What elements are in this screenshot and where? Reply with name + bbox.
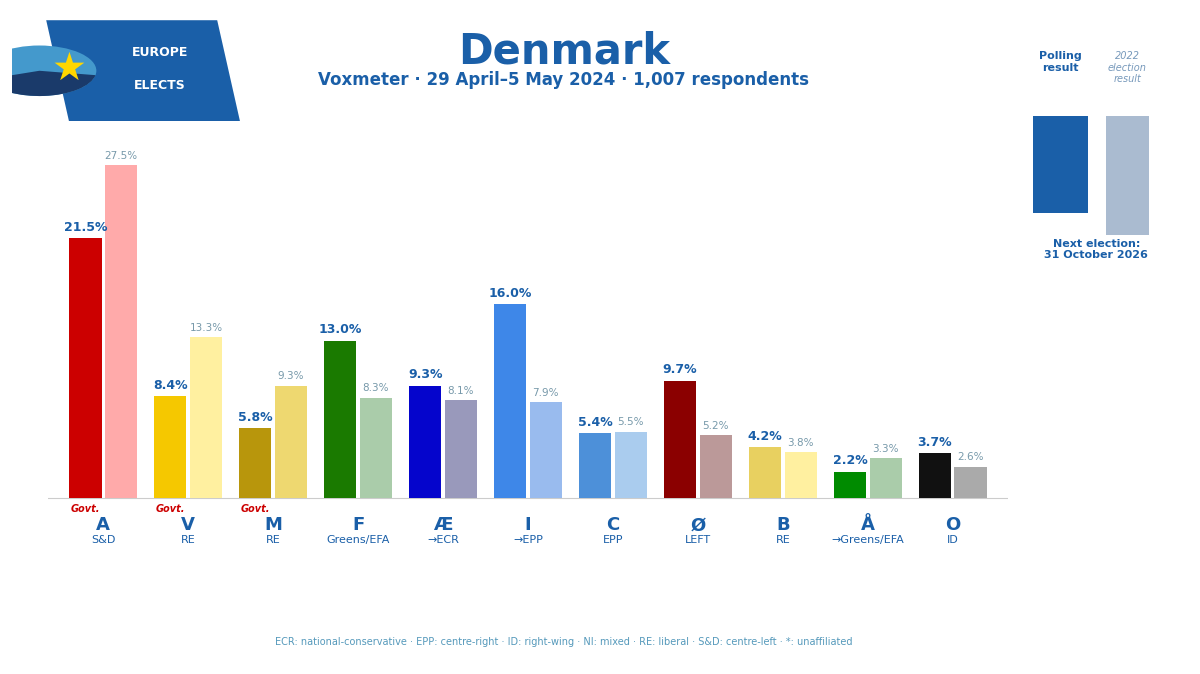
Text: Next election:
31 October 2026: Next election: 31 October 2026	[1044, 239, 1148, 260]
Text: ECR: national-conservative · EPP: centre-right · ID: right-wing · NI: mixed · RE: ECR: national-conservative · EPP: centre…	[275, 637, 853, 647]
Wedge shape	[0, 71, 96, 96]
Text: Govt.: Govt.	[71, 504, 100, 514]
Text: 9.7%: 9.7%	[662, 363, 697, 377]
Text: Denmark: Denmark	[458, 30, 670, 72]
Text: LEFT: LEFT	[685, 534, 710, 545]
Text: →Greens/EFA: →Greens/EFA	[832, 534, 904, 545]
Bar	[578, 433, 611, 498]
Text: RE: RE	[265, 534, 281, 545]
Bar	[919, 454, 952, 498]
Bar	[445, 400, 478, 498]
Polygon shape	[47, 20, 240, 121]
Text: C: C	[606, 516, 619, 534]
Text: 13.0%: 13.0%	[318, 324, 362, 336]
Text: 13.3%: 13.3%	[190, 323, 222, 333]
Text: 16.0%: 16.0%	[488, 287, 532, 300]
Text: 27.5%: 27.5%	[104, 151, 138, 161]
Text: EPP: EPP	[602, 534, 623, 545]
Text: Voxmeter · 29 April–5 May 2024 · 1,007 respondents: Voxmeter · 29 April–5 May 2024 · 1,007 r…	[318, 71, 810, 89]
Text: Govt.: Govt.	[156, 504, 185, 514]
Text: 5.4%: 5.4%	[577, 416, 612, 429]
Text: Å: Å	[860, 516, 875, 534]
Bar	[154, 396, 186, 498]
Text: O: O	[946, 516, 960, 534]
Bar	[409, 386, 442, 498]
Text: Polling
result: Polling result	[1039, 51, 1081, 73]
Text: V: V	[181, 516, 196, 534]
Bar	[834, 472, 866, 498]
Text: Ø: Ø	[690, 516, 706, 534]
Text: ★: ★	[52, 50, 86, 88]
Bar	[664, 381, 696, 498]
Text: M: M	[264, 516, 282, 534]
Text: 9.3%: 9.3%	[277, 371, 305, 381]
Text: 8.3%: 8.3%	[362, 384, 389, 394]
Text: F: F	[352, 516, 365, 534]
Text: 2.2%: 2.2%	[833, 454, 868, 467]
Text: 5.5%: 5.5%	[618, 417, 644, 427]
Text: 3.7%: 3.7%	[918, 436, 953, 449]
Bar	[104, 165, 137, 498]
Text: B: B	[776, 516, 790, 534]
Text: 5.8%: 5.8%	[238, 410, 272, 424]
Text: RE: RE	[775, 534, 791, 545]
Bar	[324, 341, 356, 498]
Text: RE: RE	[181, 534, 196, 545]
Bar	[70, 238, 102, 498]
Text: 7.9%: 7.9%	[533, 388, 559, 398]
Text: 9.3%: 9.3%	[408, 368, 443, 381]
Text: EUROPE: EUROPE	[132, 46, 188, 59]
Bar	[870, 458, 902, 498]
Text: I: I	[524, 516, 532, 534]
Bar	[954, 466, 986, 498]
Bar	[1033, 116, 1087, 213]
Bar	[785, 452, 817, 498]
Text: →ECR: →ECR	[427, 534, 458, 545]
Bar	[614, 431, 647, 498]
Bar	[239, 428, 271, 498]
Text: Æ: Æ	[433, 516, 452, 534]
Text: 3.3%: 3.3%	[872, 444, 899, 454]
Text: ID: ID	[947, 534, 959, 545]
Bar	[700, 435, 732, 498]
Text: 4.2%: 4.2%	[748, 430, 782, 443]
Text: 3.8%: 3.8%	[787, 438, 814, 448]
Bar	[360, 398, 392, 498]
Text: A: A	[96, 516, 110, 534]
Text: 2.6%: 2.6%	[958, 452, 984, 462]
Text: →EPP: →EPP	[514, 534, 542, 545]
Text: S&D: S&D	[91, 534, 115, 545]
Bar	[749, 448, 781, 498]
Circle shape	[0, 46, 96, 96]
Bar	[275, 386, 307, 498]
Text: Greens/EFA: Greens/EFA	[326, 534, 390, 545]
Text: Govt.: Govt.	[240, 504, 270, 514]
Bar	[529, 402, 562, 498]
Text: 21.5%: 21.5%	[64, 220, 107, 233]
Text: ELECTS: ELECTS	[134, 80, 186, 92]
Bar	[1105, 116, 1150, 235]
Text: 8.4%: 8.4%	[154, 379, 187, 392]
Text: 8.1%: 8.1%	[448, 386, 474, 396]
Bar	[494, 305, 527, 498]
Text: 5.2%: 5.2%	[702, 421, 730, 431]
Bar	[190, 337, 222, 498]
Text: 2022
election
result: 2022 election result	[1108, 51, 1147, 84]
